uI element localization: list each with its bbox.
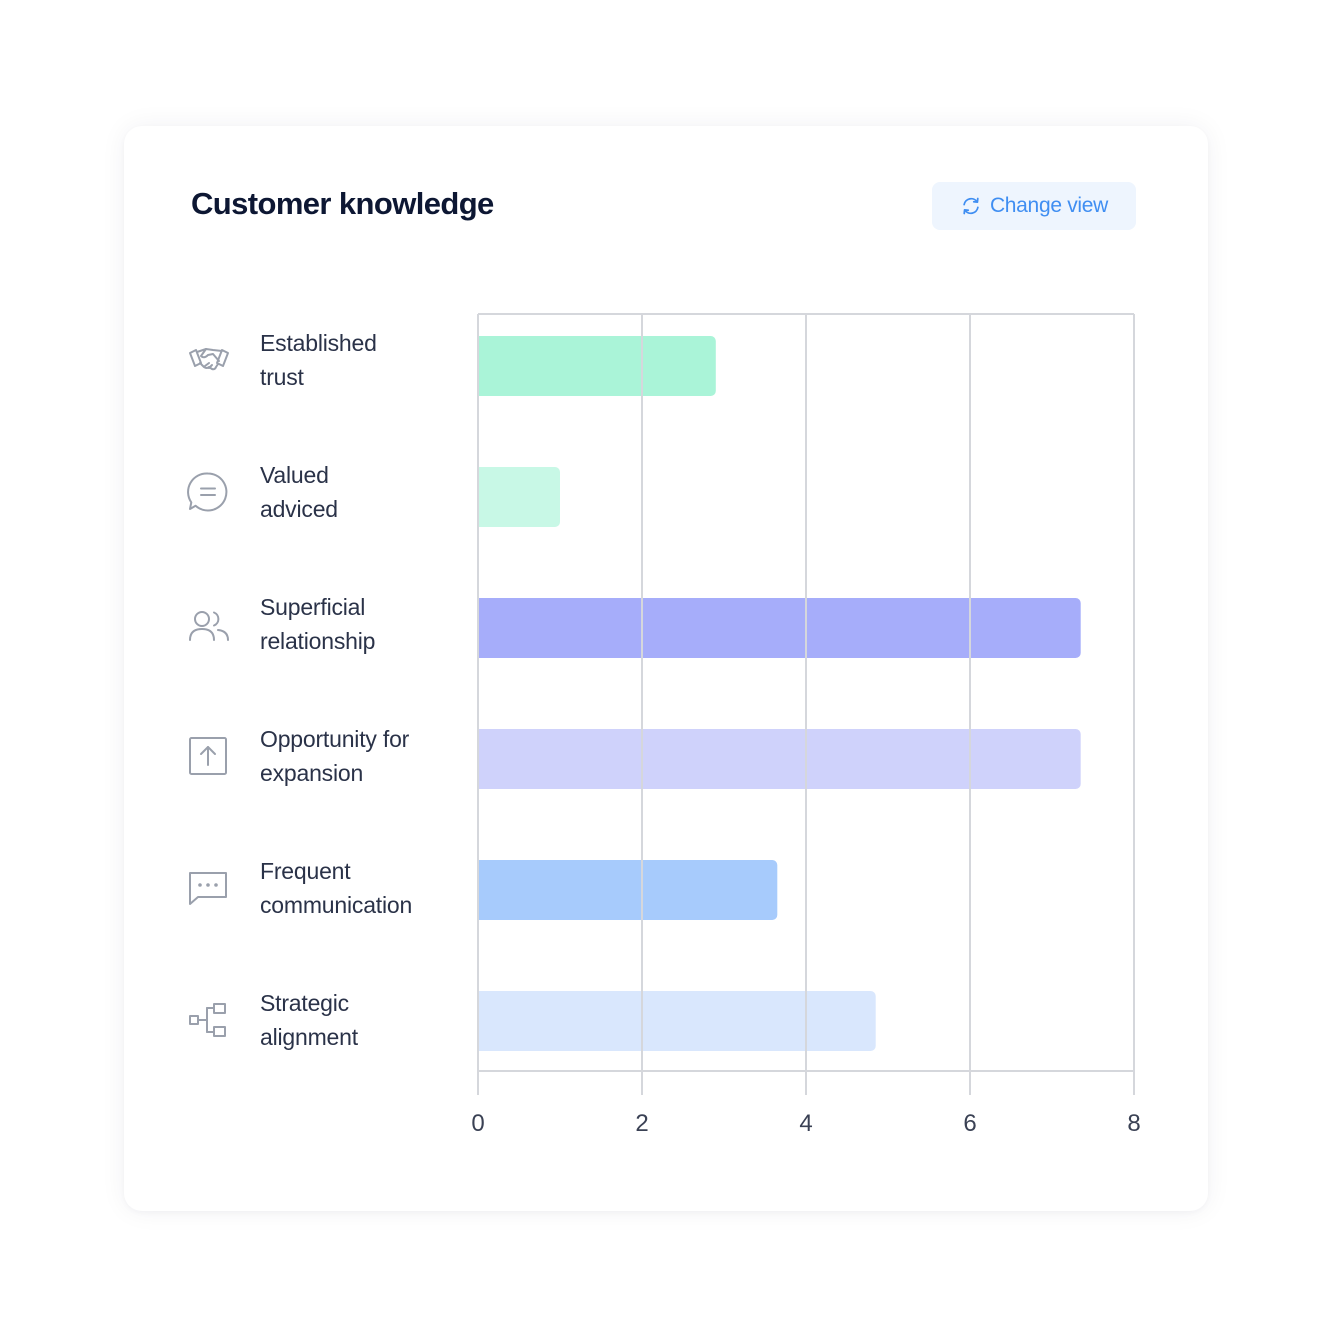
- bar-4: [478, 860, 778, 920]
- x-tick-label-6: 6: [963, 1110, 976, 1137]
- x-tick-label-4: 4: [799, 1110, 812, 1137]
- bar-0-edge: [478, 336, 486, 396]
- row-label-strategic-alignment: Strategic alignment: [260, 990, 358, 1050]
- bar-4-edge: [478, 860, 486, 920]
- handshake-icon: [187, 338, 231, 382]
- bar-0: [478, 336, 716, 396]
- x-tick-label-0: 0: [471, 1110, 484, 1137]
- row-label-established-trust: Established trust: [260, 330, 377, 390]
- upload-box-icon: [186, 734, 230, 778]
- customer-knowledge-card: Customer knowledge Change view Establish…: [124, 126, 1208, 1211]
- change-view-label: Change view: [989, 194, 1109, 217]
- users-icon: [187, 603, 231, 647]
- bar-1: [478, 467, 560, 527]
- row-label-opportunity-for-expansion: Opportunity for expansion: [260, 726, 410, 786]
- refresh-icon: [963, 197, 979, 215]
- row-label-frequent-communication: Frequent communication: [260, 858, 413, 918]
- row-label-superficial-relationship: Superficial relationship: [260, 594, 376, 654]
- hierarchy-icon: [187, 998, 231, 1042]
- bar-5: [478, 991, 876, 1051]
- chat-bubble-icon: [186, 470, 230, 514]
- message-dots-icon: [186, 866, 230, 910]
- x-tick-label-2: 2: [635, 1110, 648, 1137]
- bar-chart: 0 2 4 6 8: [471, 313, 1141, 1137]
- bar-2: [478, 598, 1081, 658]
- x-tick-label-8: 8: [1127, 1110, 1140, 1137]
- bar-3-edge: [478, 729, 486, 789]
- bar-3: [478, 729, 1081, 789]
- bar-2-edge: [478, 598, 486, 658]
- card-title: Customer knowledge: [191, 186, 494, 221]
- row-label-valued-adviced: Valued adviced: [260, 462, 338, 522]
- change-view-button[interactable]: Change view: [932, 182, 1136, 230]
- bar-1-edge: [478, 467, 486, 527]
- bar-5-edge: [478, 991, 486, 1051]
